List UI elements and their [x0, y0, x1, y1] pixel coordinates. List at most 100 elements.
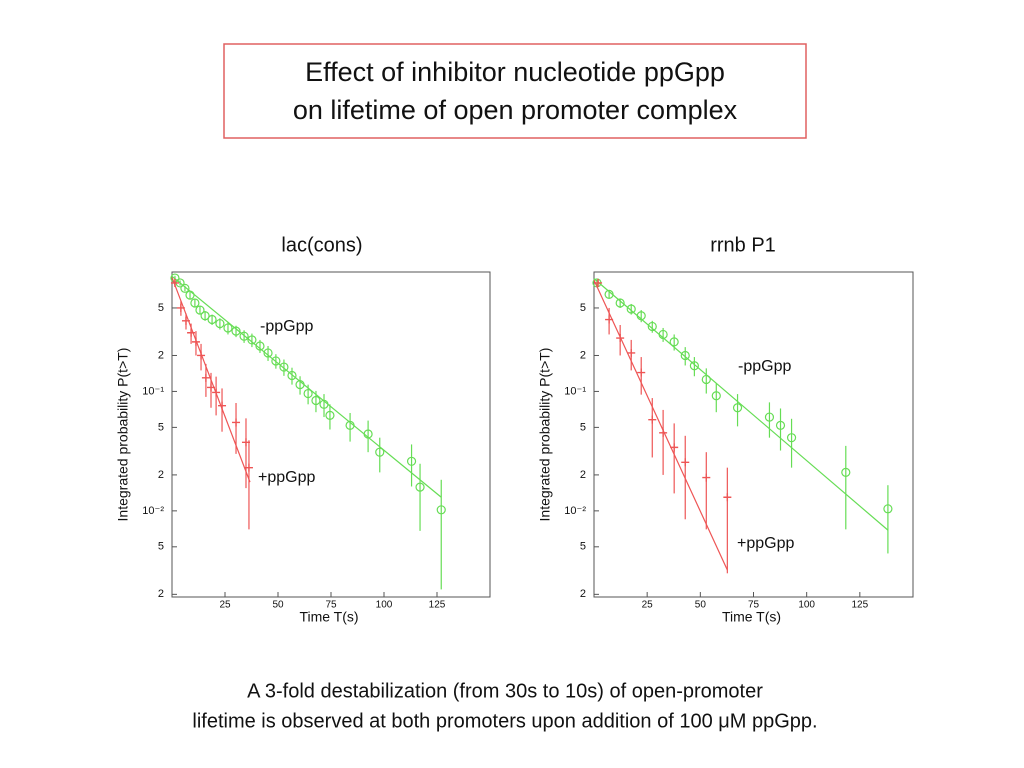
point — [594, 278, 603, 287]
point — [325, 410, 335, 420]
title-box — [223, 43, 807, 139]
point — [711, 391, 721, 401]
point — [883, 504, 893, 514]
point — [406, 456, 417, 466]
point — [191, 337, 200, 346]
series-label: +ppGpp — [737, 535, 794, 552]
point — [255, 341, 265, 351]
point — [363, 429, 373, 439]
point — [244, 463, 253, 472]
point — [170, 278, 179, 287]
point — [764, 412, 775, 422]
point — [287, 370, 297, 381]
point — [207, 314, 217, 325]
point — [212, 388, 221, 397]
fit-line — [171, 275, 442, 498]
point — [637, 368, 646, 377]
point — [345, 420, 355, 430]
point — [615, 298, 625, 308]
point — [263, 348, 273, 358]
y-tick-label: 10⁻² — [142, 505, 164, 517]
y-axis-label: Integrated probability P(t>T) — [537, 348, 553, 522]
x-tick-label: 75 — [325, 600, 337, 611]
point — [732, 403, 743, 413]
point — [231, 326, 241, 336]
point — [669, 337, 679, 347]
y-tick-label: 10⁻¹ — [564, 385, 586, 397]
point — [195, 305, 205, 315]
series-label: -ppGpp — [738, 358, 791, 375]
slide-title: on lifetime of open promoter complex — [293, 95, 738, 125]
point — [176, 303, 185, 312]
y-tick-label: 2 — [580, 349, 586, 361]
point — [680, 350, 690, 361]
y-tick-label: 5 — [158, 541, 164, 553]
point — [185, 290, 195, 300]
series-label: -ppGpp — [260, 318, 313, 335]
point — [197, 351, 206, 360]
y-tick-label: 2 — [580, 469, 586, 481]
point — [647, 321, 657, 332]
slide-title: Effect of inhibitor nucleotide ppGpp — [305, 57, 725, 87]
y-tick-label: 5 — [158, 302, 164, 314]
x-tick-label: 125 — [851, 600, 868, 611]
point — [670, 443, 679, 452]
fit-line — [593, 278, 889, 531]
x-tick-label: 50 — [272, 600, 284, 611]
point — [190, 298, 200, 308]
x-tick-label: 75 — [748, 600, 760, 611]
point — [436, 505, 446, 515]
point — [271, 356, 281, 366]
point — [636, 311, 646, 321]
point — [180, 283, 190, 293]
point — [319, 399, 329, 409]
point — [616, 334, 625, 343]
chart-title: rrnb P1 — [710, 234, 776, 256]
point — [659, 428, 668, 437]
point — [279, 362, 289, 372]
x-axis-label: Time T(s) — [299, 609, 358, 625]
point — [681, 458, 690, 467]
point — [218, 401, 227, 410]
point — [626, 304, 636, 314]
point — [239, 331, 249, 341]
point — [841, 467, 851, 477]
point — [223, 323, 233, 333]
x-axis-label: Time T(s) — [722, 609, 781, 625]
point — [702, 473, 711, 482]
chart-title: lac(cons) — [281, 234, 362, 256]
point — [247, 335, 257, 345]
caption: A 3-fold destabilization (from 30s to 10… — [247, 680, 763, 702]
x-tick-label: 50 — [695, 600, 707, 611]
point — [311, 395, 321, 406]
caption: lifetime is observed at both promoters u… — [192, 710, 817, 732]
y-tick-label: 2 — [580, 588, 586, 600]
point — [200, 311, 210, 321]
point — [689, 361, 699, 371]
point — [723, 493, 732, 502]
series-label: +ppGpp — [258, 469, 315, 486]
x-tick-label: 125 — [429, 600, 446, 611]
point — [648, 415, 657, 424]
y-tick-label: 10⁻² — [564, 505, 586, 517]
y-tick-label: 2 — [158, 469, 164, 481]
point — [215, 318, 225, 329]
point — [375, 447, 385, 457]
point — [181, 316, 190, 325]
x-tick-label: 25 — [642, 600, 654, 611]
x-tick-label: 100 — [376, 600, 393, 611]
point — [605, 315, 614, 324]
y-tick-label: 5 — [158, 421, 164, 433]
point — [627, 348, 636, 357]
point — [701, 374, 711, 385]
point — [201, 373, 210, 382]
y-tick-label: 5 — [580, 302, 586, 314]
y-tick-label: 5 — [580, 541, 586, 553]
point — [604, 289, 614, 299]
point — [658, 329, 668, 340]
point — [295, 380, 305, 390]
y-tick-label: 10⁻¹ — [142, 385, 164, 397]
point — [187, 328, 196, 337]
